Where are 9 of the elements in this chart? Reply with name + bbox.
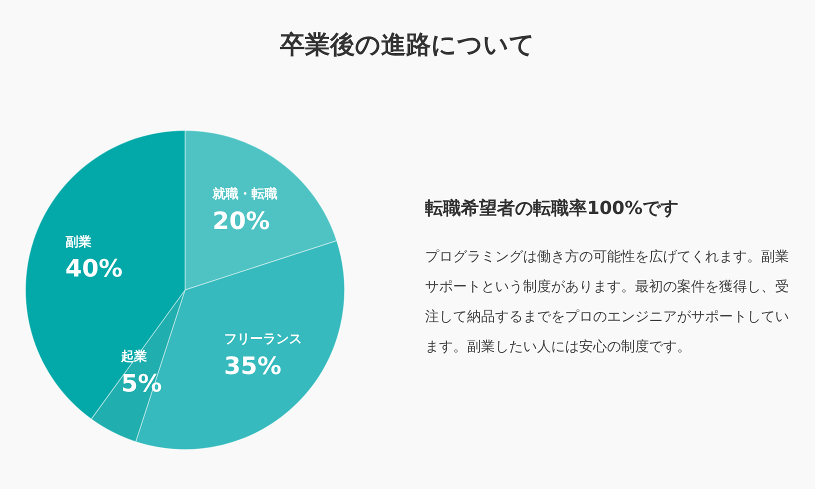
text: 卒業後の進路について — [279, 29, 536, 61]
data-label: 35% — [224, 352, 282, 380]
slice-label: 就職・転職 — [212, 186, 278, 202]
data-label: 20% — [212, 206, 270, 235]
text: プログラミングは働き方の可能性を広げてくれます。副業サポートという制度があります。最初の案件を獲得し、受注して納品するまでをプロのエンジニアがサポートしています。副業したい人には安心の制度です。 — [425, 248, 790, 357]
data-label: 40% — [65, 254, 123, 283]
slice-label: 副業 — [65, 234, 92, 250]
slice-label: フリーランス — [224, 332, 302, 348]
text: 転職希望者の転職率100%です — [425, 197, 680, 220]
